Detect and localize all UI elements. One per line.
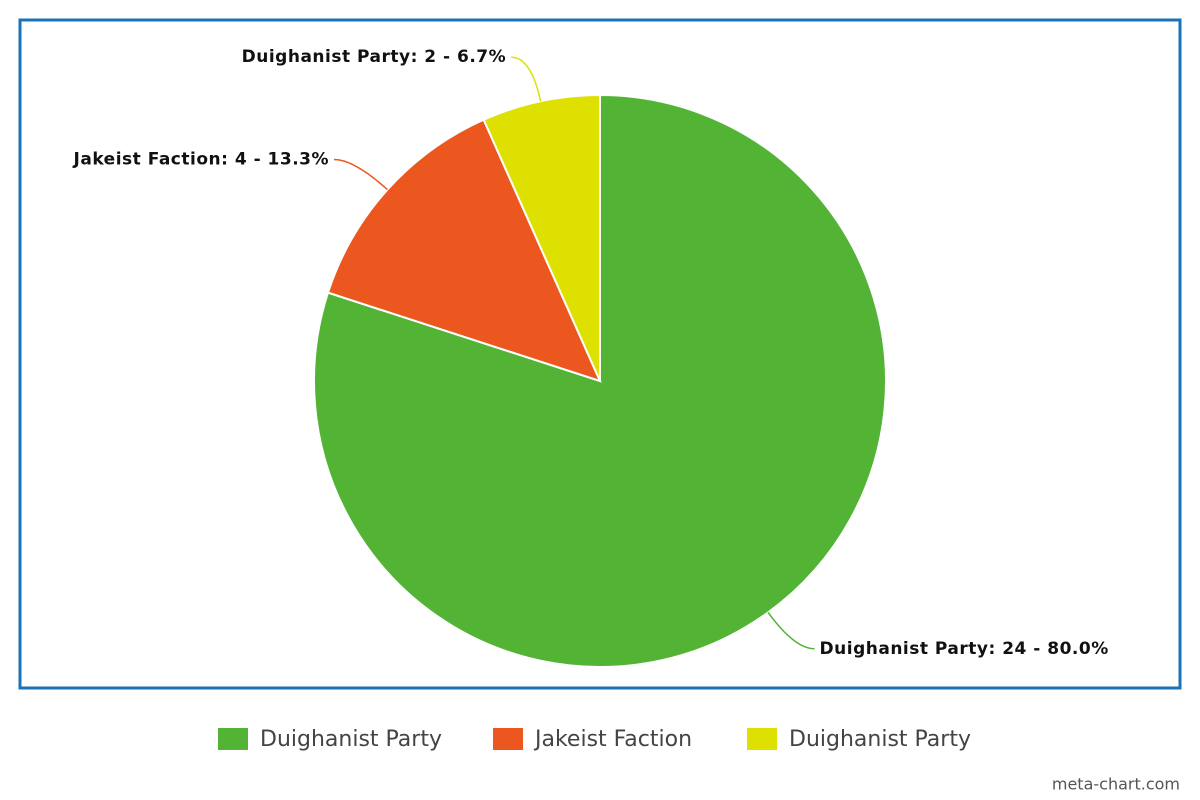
leader-line <box>333 158 388 191</box>
legend-swatch <box>747 728 777 750</box>
data-label: Duighanist Party: 2 - 6.7% <box>242 47 507 67</box>
data-label: Jakeist Faction: 4 - 13.3% <box>73 150 329 170</box>
legend-swatch <box>218 728 248 750</box>
legend-label: Duighanist Party <box>260 727 442 752</box>
legend-label: Duighanist Party <box>789 727 971 752</box>
data-label: Duighanist Party: 24 - 80.0% <box>820 639 1109 659</box>
credit: meta-chart.com <box>1052 775 1180 794</box>
legend-label: Jakeist Faction <box>533 727 692 752</box>
legend-swatch <box>493 728 523 750</box>
leader-line <box>511 56 542 102</box>
pie-slice <box>482 93 601 382</box>
leader-line <box>767 611 815 650</box>
